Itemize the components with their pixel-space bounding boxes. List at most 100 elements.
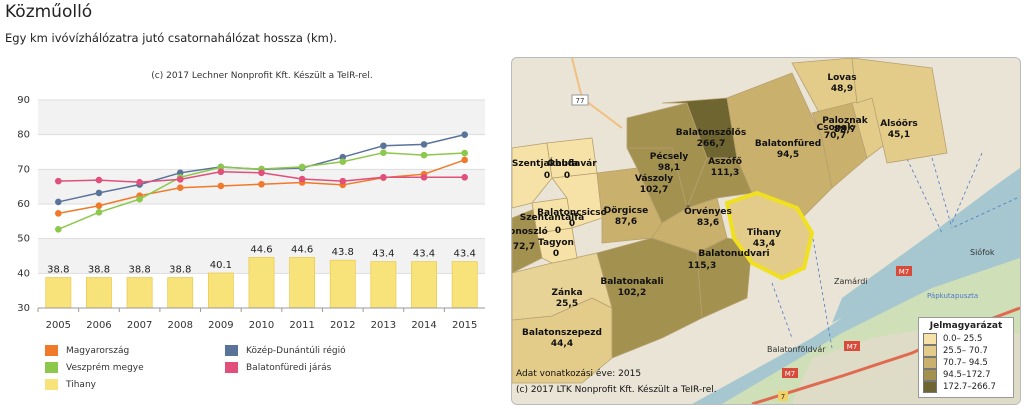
map-legend-label: 70.7– 94.5 (943, 358, 988, 368)
legend-label: Magyarország (66, 345, 130, 356)
region-value: 266,7 (697, 139, 725, 149)
data-point (136, 195, 143, 203)
region-alsoors[interactable] (851, 58, 948, 164)
road-label-m7: M7 (899, 268, 910, 276)
region-value: 83,6 (697, 218, 719, 228)
bar (370, 261, 397, 309)
x-tick-label: 2011 (289, 320, 314, 331)
data-point (461, 156, 468, 164)
map-year-note: Adat vonatkozási éve: 2015 (516, 369, 642, 379)
data-point (339, 177, 347, 185)
region-value: 87,6 (615, 217, 637, 227)
map-legend-swatch (923, 345, 937, 357)
region-tihany[interactable] (724, 190, 815, 281)
map-credit: (c) 2017 LTK Nonprofit Kft. Készült a Te… (516, 385, 717, 395)
bar-value-label: 44.6 (291, 244, 313, 255)
bar-value-label: 38.8 (128, 264, 150, 275)
place-label: Zamárdi (834, 277, 868, 286)
bar (451, 261, 478, 309)
bar (167, 277, 194, 309)
region-balatonfured[interactable] (726, 72, 833, 219)
region-name: Örvényes (684, 206, 732, 217)
data-point (298, 163, 306, 171)
data-point (217, 168, 225, 176)
region-name: Vászoly (635, 174, 673, 184)
region-name: Balatoncsicsó (537, 207, 607, 218)
region-value: 88,7 (834, 125, 856, 135)
bar (411, 261, 437, 309)
bar-value-label: 38.8 (47, 264, 69, 275)
map-legend-label: 172.7–266.7 (943, 382, 996, 392)
region-value: 43,4 (753, 239, 775, 249)
region-name: Monoszló (512, 226, 548, 237)
bar-value-label: 38.8 (169, 264, 191, 275)
region-value: 44,4 (551, 339, 573, 349)
data-point (217, 182, 225, 190)
region-value: 45,1 (888, 130, 910, 140)
region-aszofo[interactable] (686, 157, 753, 209)
region-obudavar[interactable] (546, 137, 598, 179)
legend-swatch (45, 345, 58, 356)
map-panel[interactable]: 77 M7 M7 M7 7 (511, 57, 1021, 405)
x-tick-label: 2013 (371, 320, 396, 331)
legend-item-magyarorszag: Magyarország (45, 345, 129, 356)
map-legend-row: 0.0– 25.5 (923, 333, 1009, 345)
bar-value-label: 43.4 (454, 249, 476, 260)
data-point (55, 177, 62, 185)
bar (126, 277, 153, 309)
x-tick-label: 2007 (127, 320, 152, 331)
region-value: 102,7 (640, 185, 668, 195)
page-title: Közműolló (5, 2, 93, 22)
data-point (380, 142, 387, 150)
ferry-routes (771, 147, 1018, 349)
map-canvas[interactable]: 77 M7 M7 M7 7 (512, 58, 1020, 404)
place-label: Siófok (970, 247, 995, 257)
x-tick-label: 2006 (86, 320, 111, 331)
road-badge-m7 (844, 341, 860, 351)
x-tick-label: 2005 (46, 320, 71, 331)
bar (86, 277, 112, 309)
lake-balaton-north (832, 168, 1020, 323)
data-point (380, 174, 387, 181)
map-legend-label: 0.0– 25.5 (943, 334, 983, 344)
data-point (95, 176, 103, 184)
bar-value-label: 43.4 (372, 249, 394, 260)
region-szentjakabfa[interactable] (512, 142, 553, 209)
legend-swatch (225, 345, 238, 356)
y-tick-label: 40 (17, 268, 30, 279)
road-badge-7 (778, 391, 788, 401)
region-csopak[interactable] (811, 102, 868, 189)
region-value: 0 (555, 226, 561, 236)
map-legend-swatch (923, 381, 937, 393)
region-name: Balatonfüred (755, 139, 821, 149)
map-legend-title: Jelmagyarázat (929, 321, 1003, 331)
data-point (420, 174, 428, 181)
data-point (95, 202, 103, 210)
road-badge-77 (571, 94, 589, 106)
data-point (55, 210, 62, 217)
region-name: Óbudavár (547, 157, 597, 169)
legend-item-kozep-dunantuli: Közép-Dunántúli régió (225, 345, 346, 356)
legend-item-veszprem-megye: Veszprém megye (45, 362, 144, 373)
legend-swatch (225, 362, 238, 373)
data-point (258, 180, 265, 188)
data-point (176, 184, 184, 192)
y-tick-label: 70 (17, 164, 30, 175)
region-value: 102,2 (618, 288, 646, 298)
region-name: Szentjakabfa (512, 159, 578, 169)
region-value: 72,7 (513, 242, 535, 252)
legend-swatch (45, 362, 58, 373)
chart: (c) 2017 Lechner Nonprofit Kft. Készült … (17, 70, 485, 331)
y-tick-label: 60 (17, 199, 30, 210)
legend-label: Tihany (66, 379, 96, 390)
x-tick-label: 2009 (208, 320, 233, 331)
chart-credit: (c) 2017 Lechner Nonprofit Kft. Készült … (151, 70, 372, 81)
region-balatonudvari[interactable] (696, 237, 753, 319)
region-value: 0 (553, 249, 559, 259)
y-tick-label: 90 (17, 95, 30, 106)
map-legend-row: 94.5–172.7 (923, 369, 1009, 381)
legend-swatch (45, 379, 58, 390)
data-point (55, 198, 62, 206)
page-subtitle: Egy km ivóvízhálózatra jutó csatornaháló… (5, 31, 338, 45)
region-name: Tihany (747, 228, 781, 238)
